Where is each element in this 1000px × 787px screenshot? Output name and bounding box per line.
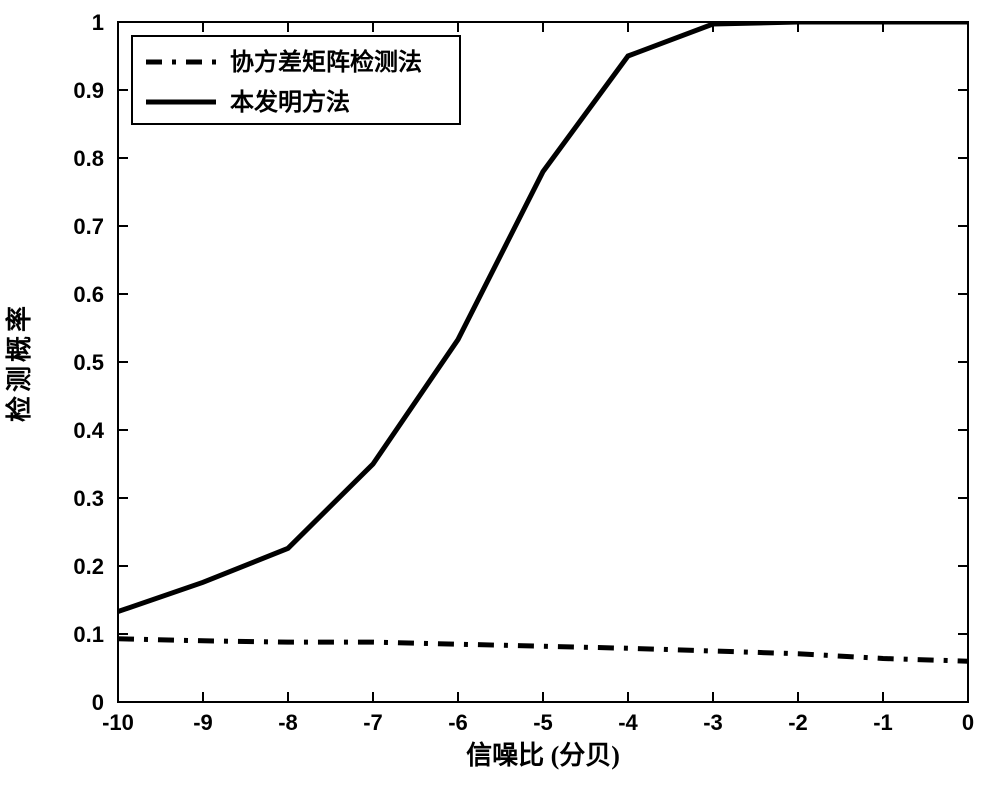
y-tick-label: 0.5	[73, 350, 104, 375]
y-tick-label: 0.9	[73, 78, 104, 103]
x-tick-label: -3	[703, 710, 723, 735]
x-tick-label: -1	[873, 710, 893, 735]
x-tick-label: -8	[278, 710, 298, 735]
y-axis-label: 检测概率	[4, 302, 34, 422]
y-tick-label: 0	[92, 690, 104, 715]
y-tick-label: 0.4	[73, 418, 104, 443]
y-tick-label: 1	[92, 10, 104, 35]
y-tick-label: 0.6	[73, 282, 104, 307]
x-tick-label: -2	[788, 710, 808, 735]
x-tick-label: -7	[363, 710, 383, 735]
chart-container: -10-9-8-7-6-5-4-3-2-1000.10.20.30.40.50.…	[0, 0, 1000, 787]
line-chart: -10-9-8-7-6-5-4-3-2-1000.10.20.30.40.50.…	[0, 0, 1000, 787]
x-tick-label: -10	[102, 710, 134, 735]
y-tick-label: 0.8	[73, 146, 104, 171]
x-axis-label: 信噪比 (分贝)	[466, 741, 620, 770]
y-tick-label: 0.3	[73, 486, 104, 511]
y-tick-label: 0.1	[73, 622, 104, 647]
y-tick-label: 0.7	[73, 214, 104, 239]
x-tick-label: -5	[533, 710, 553, 735]
legend-label-method2: 本发明方法	[230, 88, 350, 116]
y-tick-label: 0.2	[73, 554, 104, 579]
x-tick-label: 0	[962, 710, 974, 735]
legend-label-method1: 协方差矩阵检测法	[230, 48, 422, 76]
x-tick-label: -6	[448, 710, 468, 735]
x-tick-label: -4	[618, 710, 638, 735]
x-tick-label: -9	[193, 710, 213, 735]
